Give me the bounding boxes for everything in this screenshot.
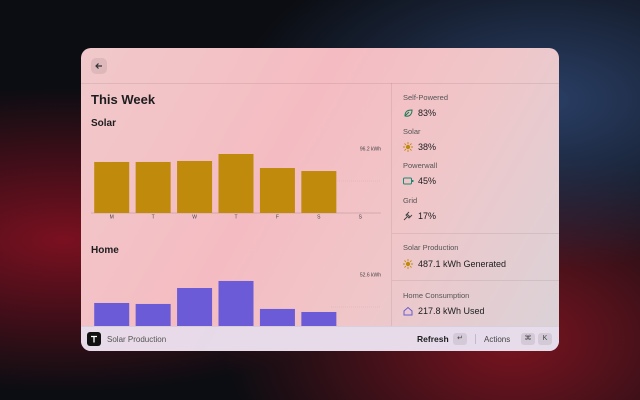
tesla-logo <box>91 335 97 343</box>
stat-label: Grid <box>403 196 418 205</box>
bar <box>301 171 337 213</box>
back-button[interactable] <box>91 58 107 74</box>
bar <box>94 302 130 326</box>
chart-title: Home <box>91 245 119 256</box>
bar <box>177 160 213 213</box>
x-tick-label: F <box>276 214 279 220</box>
footer: Solar Production Refresh ↵ Actions ⌘ K <box>81 326 559 351</box>
plug-icon <box>403 211 413 221</box>
stats-panel: Self-Powered 83% Solar 38% Powerwall 45%… <box>391 83 559 326</box>
bar <box>135 161 171 213</box>
back-icon <box>95 63 102 69</box>
x-tick-label: T <box>234 214 237 220</box>
solar-chart: 96.2 kWh M T W T F S S <box>91 146 381 220</box>
bar <box>177 288 213 326</box>
separator <box>475 334 476 344</box>
section-label: Solar Production <box>403 243 459 252</box>
stat-label: Powerwall <box>403 161 438 170</box>
leaf-icon <box>404 109 413 117</box>
app-icon <box>87 332 101 346</box>
x-tick-label: W <box>192 214 197 220</box>
sun-icon <box>403 259 413 269</box>
divider <box>392 233 559 234</box>
section-label: Home Consumption <box>403 291 470 300</box>
section-value: 217.8 kWh Used <box>418 306 485 316</box>
key-hint: K <box>538 333 552 345</box>
header <box>81 48 559 84</box>
footer-title: Solar Production <box>107 335 167 344</box>
actions-button[interactable]: Actions <box>484 335 511 344</box>
battery-icon <box>403 177 414 185</box>
stat-label: Self-Powered <box>403 93 449 102</box>
refresh-action[interactable]: Refresh <box>417 334 449 344</box>
bar <box>301 311 337 326</box>
x-tick-label: S <box>359 214 363 220</box>
key-hint: ↵ <box>453 333 467 345</box>
x-tick-label: S <box>317 214 321 220</box>
home-icon <box>403 306 413 316</box>
window: This Week Solar 96.2 kWh M T W T F S S Home 52.… <box>81 48 559 351</box>
section-value: 487.1 kWh Generated <box>418 259 507 269</box>
page-title: This Week <box>91 92 156 107</box>
bar <box>218 280 254 326</box>
bar <box>94 161 130 213</box>
divider <box>392 280 559 281</box>
y-tick-label: 96.2 kWh <box>360 146 381 152</box>
stat-value: 45% <box>418 176 437 186</box>
x-tick-label: M <box>110 214 114 220</box>
x-tick-label: T <box>152 214 155 220</box>
bar <box>135 303 171 326</box>
bar <box>259 168 295 213</box>
sun-icon <box>403 142 413 152</box>
bar <box>259 308 295 326</box>
y-tick-label: 52.6 kWh <box>360 272 381 278</box>
stat-value: 17% <box>418 211 437 221</box>
stat-value: 38% <box>418 142 437 152</box>
stat-label: Solar <box>403 127 421 136</box>
home-chart: 52.6 kWh <box>94 272 381 326</box>
bar <box>218 153 254 213</box>
stat-value: 83% <box>418 108 437 118</box>
key-hint: ⌘ <box>521 333 535 345</box>
chart-title: Solar <box>91 118 117 129</box>
